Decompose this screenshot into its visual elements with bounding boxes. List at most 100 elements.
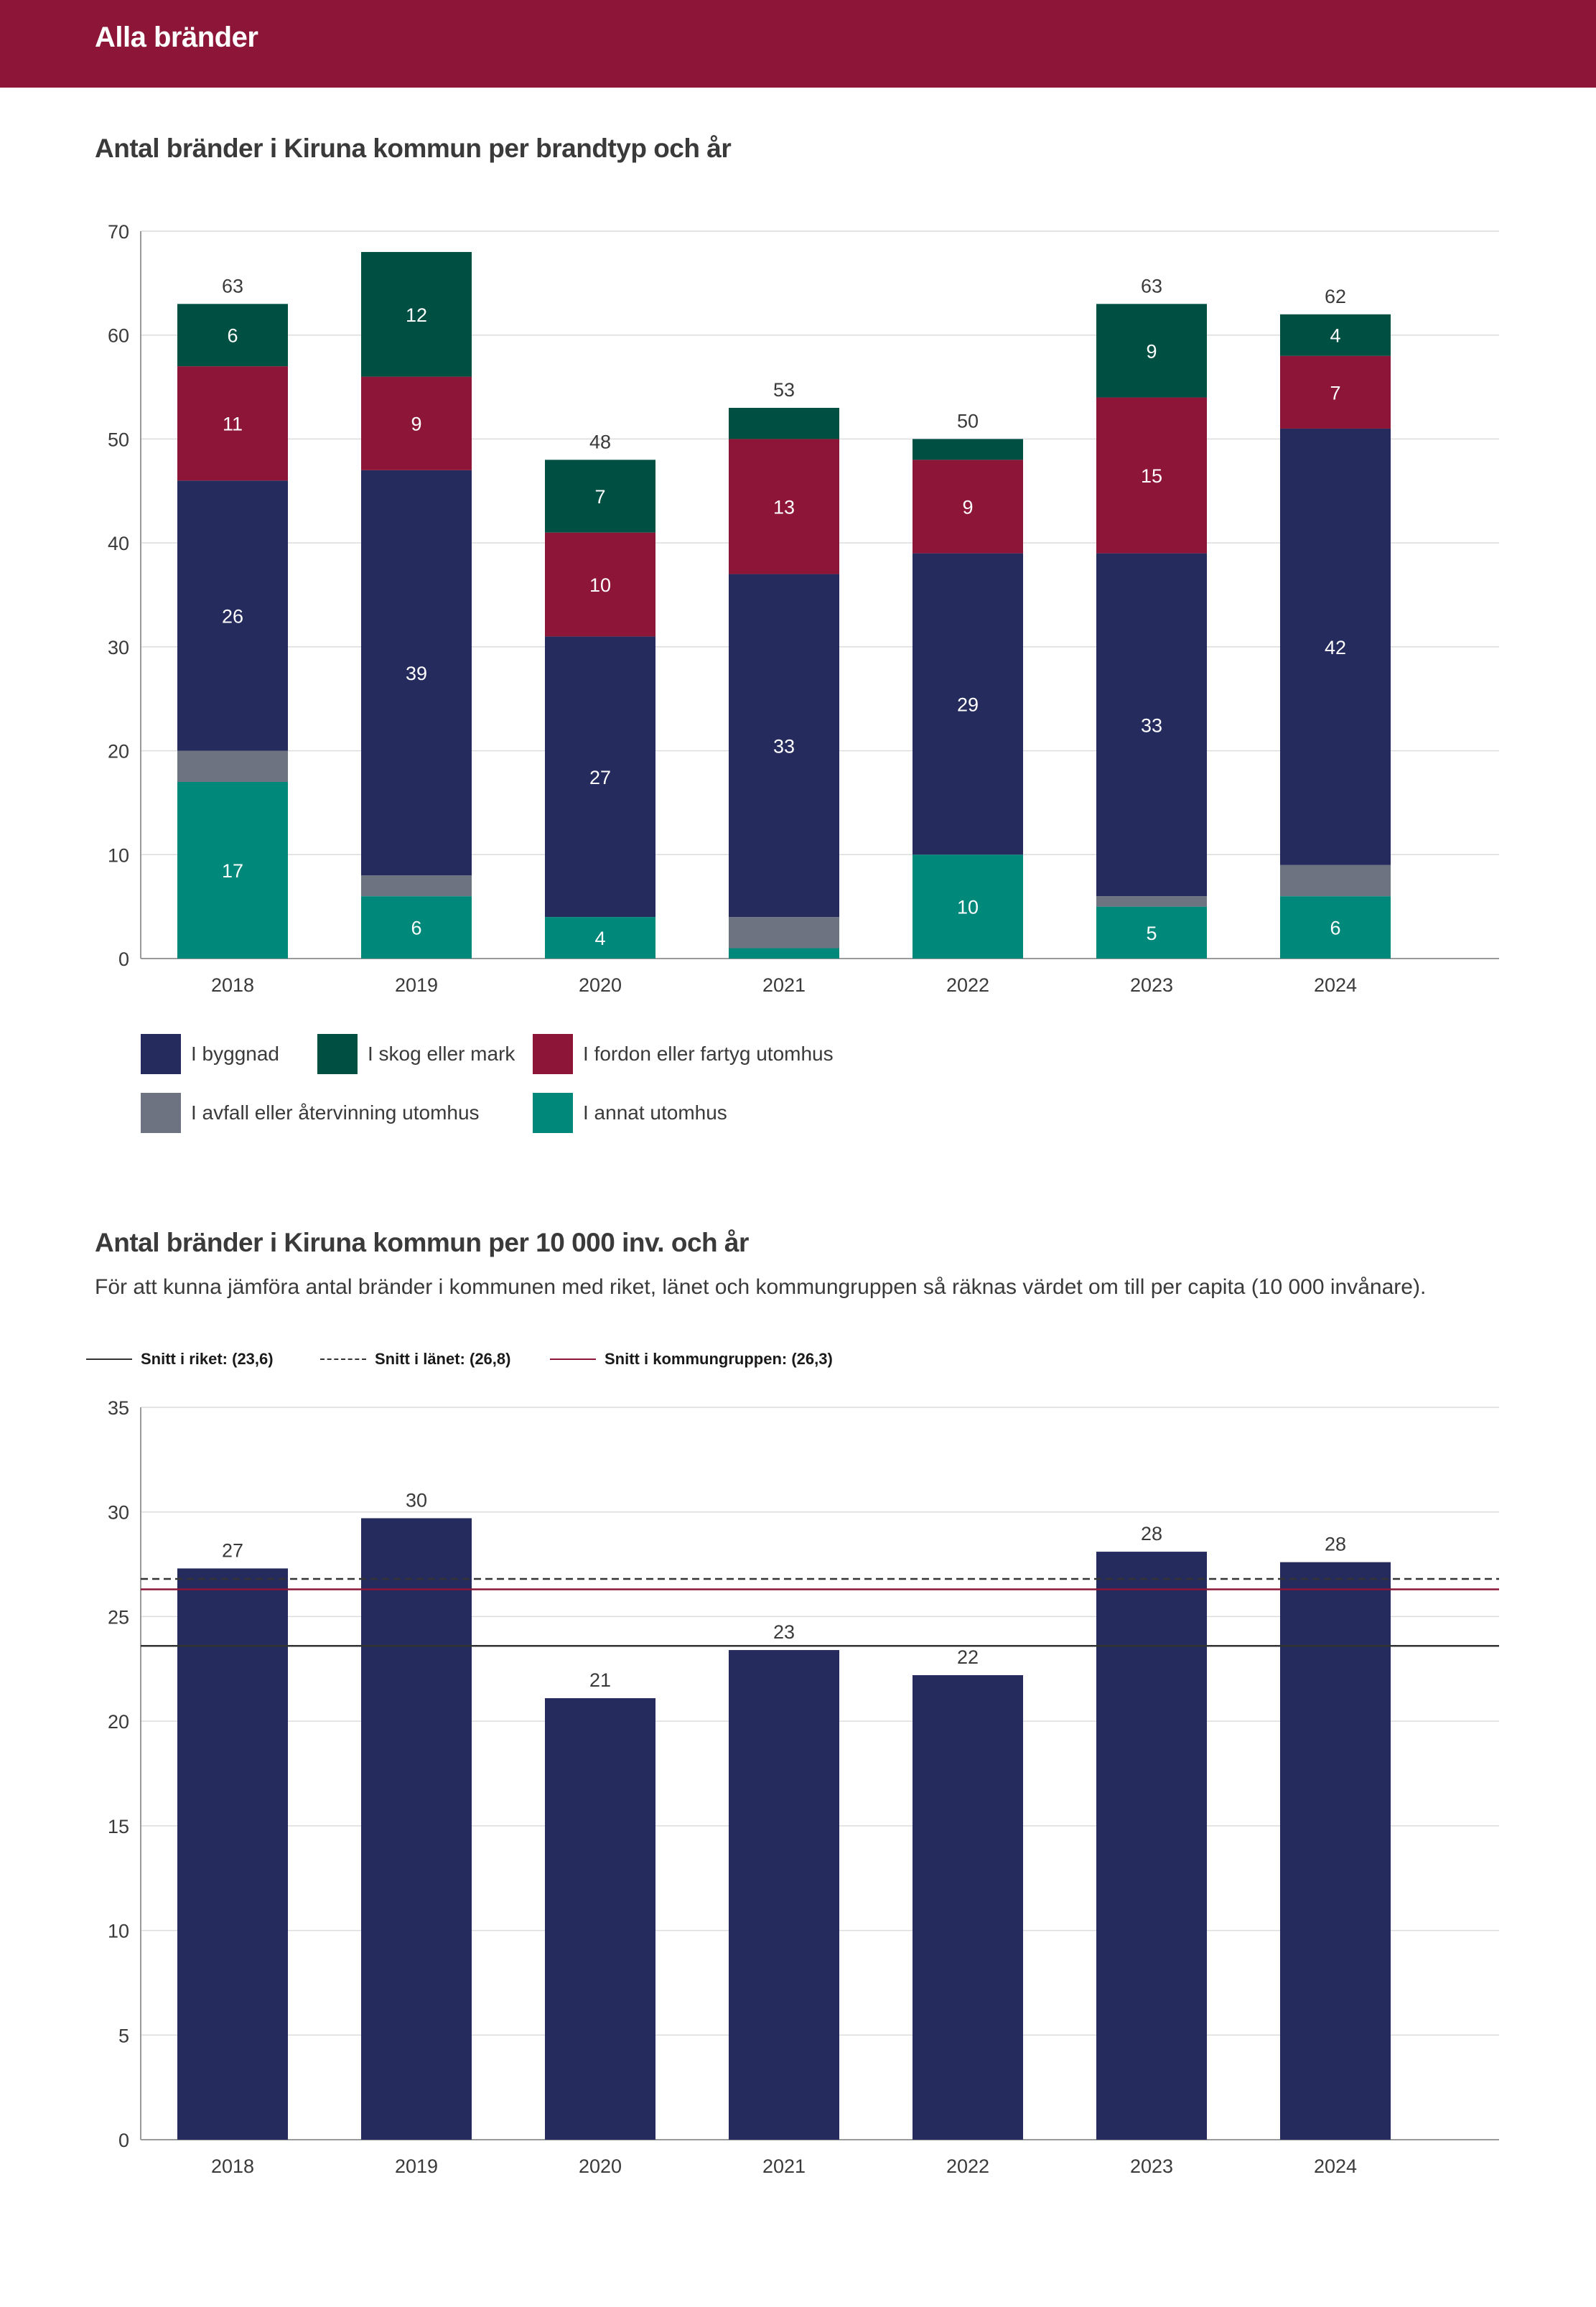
y-tick-label: 20: [108, 1711, 129, 1733]
bar: [729, 1650, 839, 2140]
x-tick-label: 2024: [1314, 974, 1357, 996]
legend-item-byggnad: I byggnad: [141, 1034, 279, 1074]
legend-item-annat: I annat utomhus: [533, 1093, 727, 1133]
bar-segment-label: 17: [222, 860, 243, 882]
bar-segment-label: 15: [1141, 465, 1162, 487]
bar-segment-annat: [361, 896, 472, 959]
bar-segment-label: 10: [589, 574, 611, 596]
legend-item-avfall: I avfall eller återvinning utomhus: [141, 1093, 480, 1133]
bar-segment-fordon: [1096, 397, 1207, 554]
y-tick-label: 40: [108, 533, 129, 554]
bar: [913, 1675, 1023, 2140]
bar-segment-label: 33: [773, 735, 795, 757]
bar-segment-skog: [1280, 314, 1391, 356]
x-tick-label: 2019: [395, 2155, 438, 2177]
y-tick-label: 30: [108, 1502, 129, 1524]
x-tick-label: 2018: [211, 974, 254, 996]
legend-label: I avfall eller återvinning utomhus: [191, 1101, 480, 1124]
bar-segment-label: 9: [962, 496, 973, 518]
y-tick-label: 35: [108, 1397, 129, 1419]
bar-segment-byggnad: [913, 553, 1023, 855]
legend-label: I annat utomhus: [583, 1101, 727, 1124]
bar-segment-annat: [177, 781, 288, 959]
chart2-reference-legend: Snitt i riket: (23,6) Snitt i länet: (26,…: [86, 1350, 1019, 1379]
legend-swatch: [141, 1093, 181, 1133]
chart2-subtitle: För att kunna jämföra antal bränder i ko…: [95, 1275, 1427, 1299]
chart2-per-capita-bars: 0 5 10 15 20 25 30 35 27 2018 30 2019 21 2020 23 2021 22…: [108, 1397, 1499, 2177]
x-tick-label: 2020: [579, 974, 622, 996]
bar-segment-label: 6: [411, 918, 421, 939]
chart2-title: Antal bränder i Kiruna kommun per 10 000…: [95, 1228, 749, 1257]
bar-segment-label: 27: [589, 767, 611, 788]
bar-total-label: 63: [222, 275, 243, 297]
bar-segment-label: 9: [1146, 340, 1157, 362]
bar-segment-fordon: [177, 366, 288, 481]
reference-legend-item-riket: Snitt i riket: (23,6): [86, 1350, 274, 1369]
reference-legend-label: Snitt i kommungruppen: (26,3): [605, 1350, 833, 1368]
bar-segment-avfall: [1096, 896, 1207, 907]
reference-legend-label: Snitt i länet: (26,8): [375, 1350, 511, 1368]
y-tick-label: 0: [118, 2130, 129, 2151]
bar-segment-skog: [177, 304, 288, 367]
legend-swatch: [141, 1034, 181, 1074]
legend-label: I fordon eller fartyg utomhus: [583, 1043, 834, 1065]
bar-value-label: 28: [1141, 1523, 1162, 1544]
chart1-title: Antal bränder i Kiruna kommun per brandt…: [95, 134, 732, 163]
legend-swatch: [317, 1034, 358, 1074]
x-tick-label: 2021: [762, 2155, 806, 2177]
bar-value-label: 27: [222, 1539, 243, 1561]
bar-segment-byggnad: [545, 636, 655, 918]
legend-swatch: [533, 1093, 573, 1133]
bar-segment-label: 5: [1146, 923, 1157, 944]
legend-item-skog: I skog eller mark: [317, 1034, 515, 1074]
bar-segment-avfall: [177, 750, 288, 782]
bar-segment-annat: [1280, 896, 1391, 959]
page-header: Alla bränder: [0, 0, 1596, 88]
x-tick-label: 2022: [946, 2155, 989, 2177]
bar-segment-label: 6: [1330, 918, 1340, 939]
x-tick-label: 2023: [1130, 2155, 1173, 2177]
reference-legend-line: [86, 1358, 132, 1360]
bar-segment-skog: [913, 439, 1023, 460]
bar-segment-label: 4: [1330, 325, 1340, 347]
x-tick-label: 2023: [1130, 974, 1173, 996]
bar-segment-avfall: [361, 875, 472, 897]
bar-segment-skog: [729, 408, 839, 439]
y-tick-label: 0: [118, 949, 129, 970]
bar-value-label: 21: [589, 1669, 611, 1691]
legend-label: I byggnad: [191, 1043, 279, 1065]
header-title: Alla bränder: [95, 22, 258, 53]
x-tick-label: 2020: [579, 2155, 622, 2177]
y-tick-label: 15: [108, 1816, 129, 1837]
bar-segment-byggnad: [1280, 428, 1391, 865]
bar-segment-label: 10: [957, 897, 979, 918]
x-tick-label: 2021: [762, 974, 806, 996]
bar-segment-byggnad: [1096, 553, 1207, 897]
bar: [1096, 1552, 1207, 2140]
bar-total-label: 48: [589, 431, 611, 452]
bar: [545, 1698, 655, 2140]
x-tick-label: 2024: [1314, 2155, 1357, 2177]
bar-segment-annat: [729, 948, 839, 959]
legend-swatch: [533, 1034, 573, 1074]
bar: [361, 1518, 472, 2140]
bar-segment-skog: [545, 460, 655, 533]
bar-segment-fordon: [913, 460, 1023, 554]
bar-segment-byggnad: [729, 574, 839, 918]
y-tick-label: 10: [108, 1921, 129, 1942]
y-tick-label: 70: [108, 221, 129, 243]
bar-segment-label: 7: [1330, 382, 1340, 404]
bar: [177, 1568, 288, 2140]
bar-total-label: 50: [957, 410, 979, 432]
bar-segment-annat: [913, 854, 1023, 959]
bar-segment-fordon: [361, 376, 472, 470]
y-tick-label: 10: [108, 844, 129, 866]
x-tick-label: 2022: [946, 974, 989, 996]
bar-total-label: 62: [1325, 286, 1346, 307]
chart1-stacked-bars: 0102030405060701726116632018639912201942…: [108, 221, 1499, 996]
bar-value-label: 28: [1325, 1534, 1346, 1555]
bar-segment-skog: [1096, 304, 1207, 398]
bar-segment-byggnad: [361, 470, 472, 876]
y-tick-label: 50: [108, 429, 129, 450]
y-tick-label: 5: [118, 2025, 129, 2046]
